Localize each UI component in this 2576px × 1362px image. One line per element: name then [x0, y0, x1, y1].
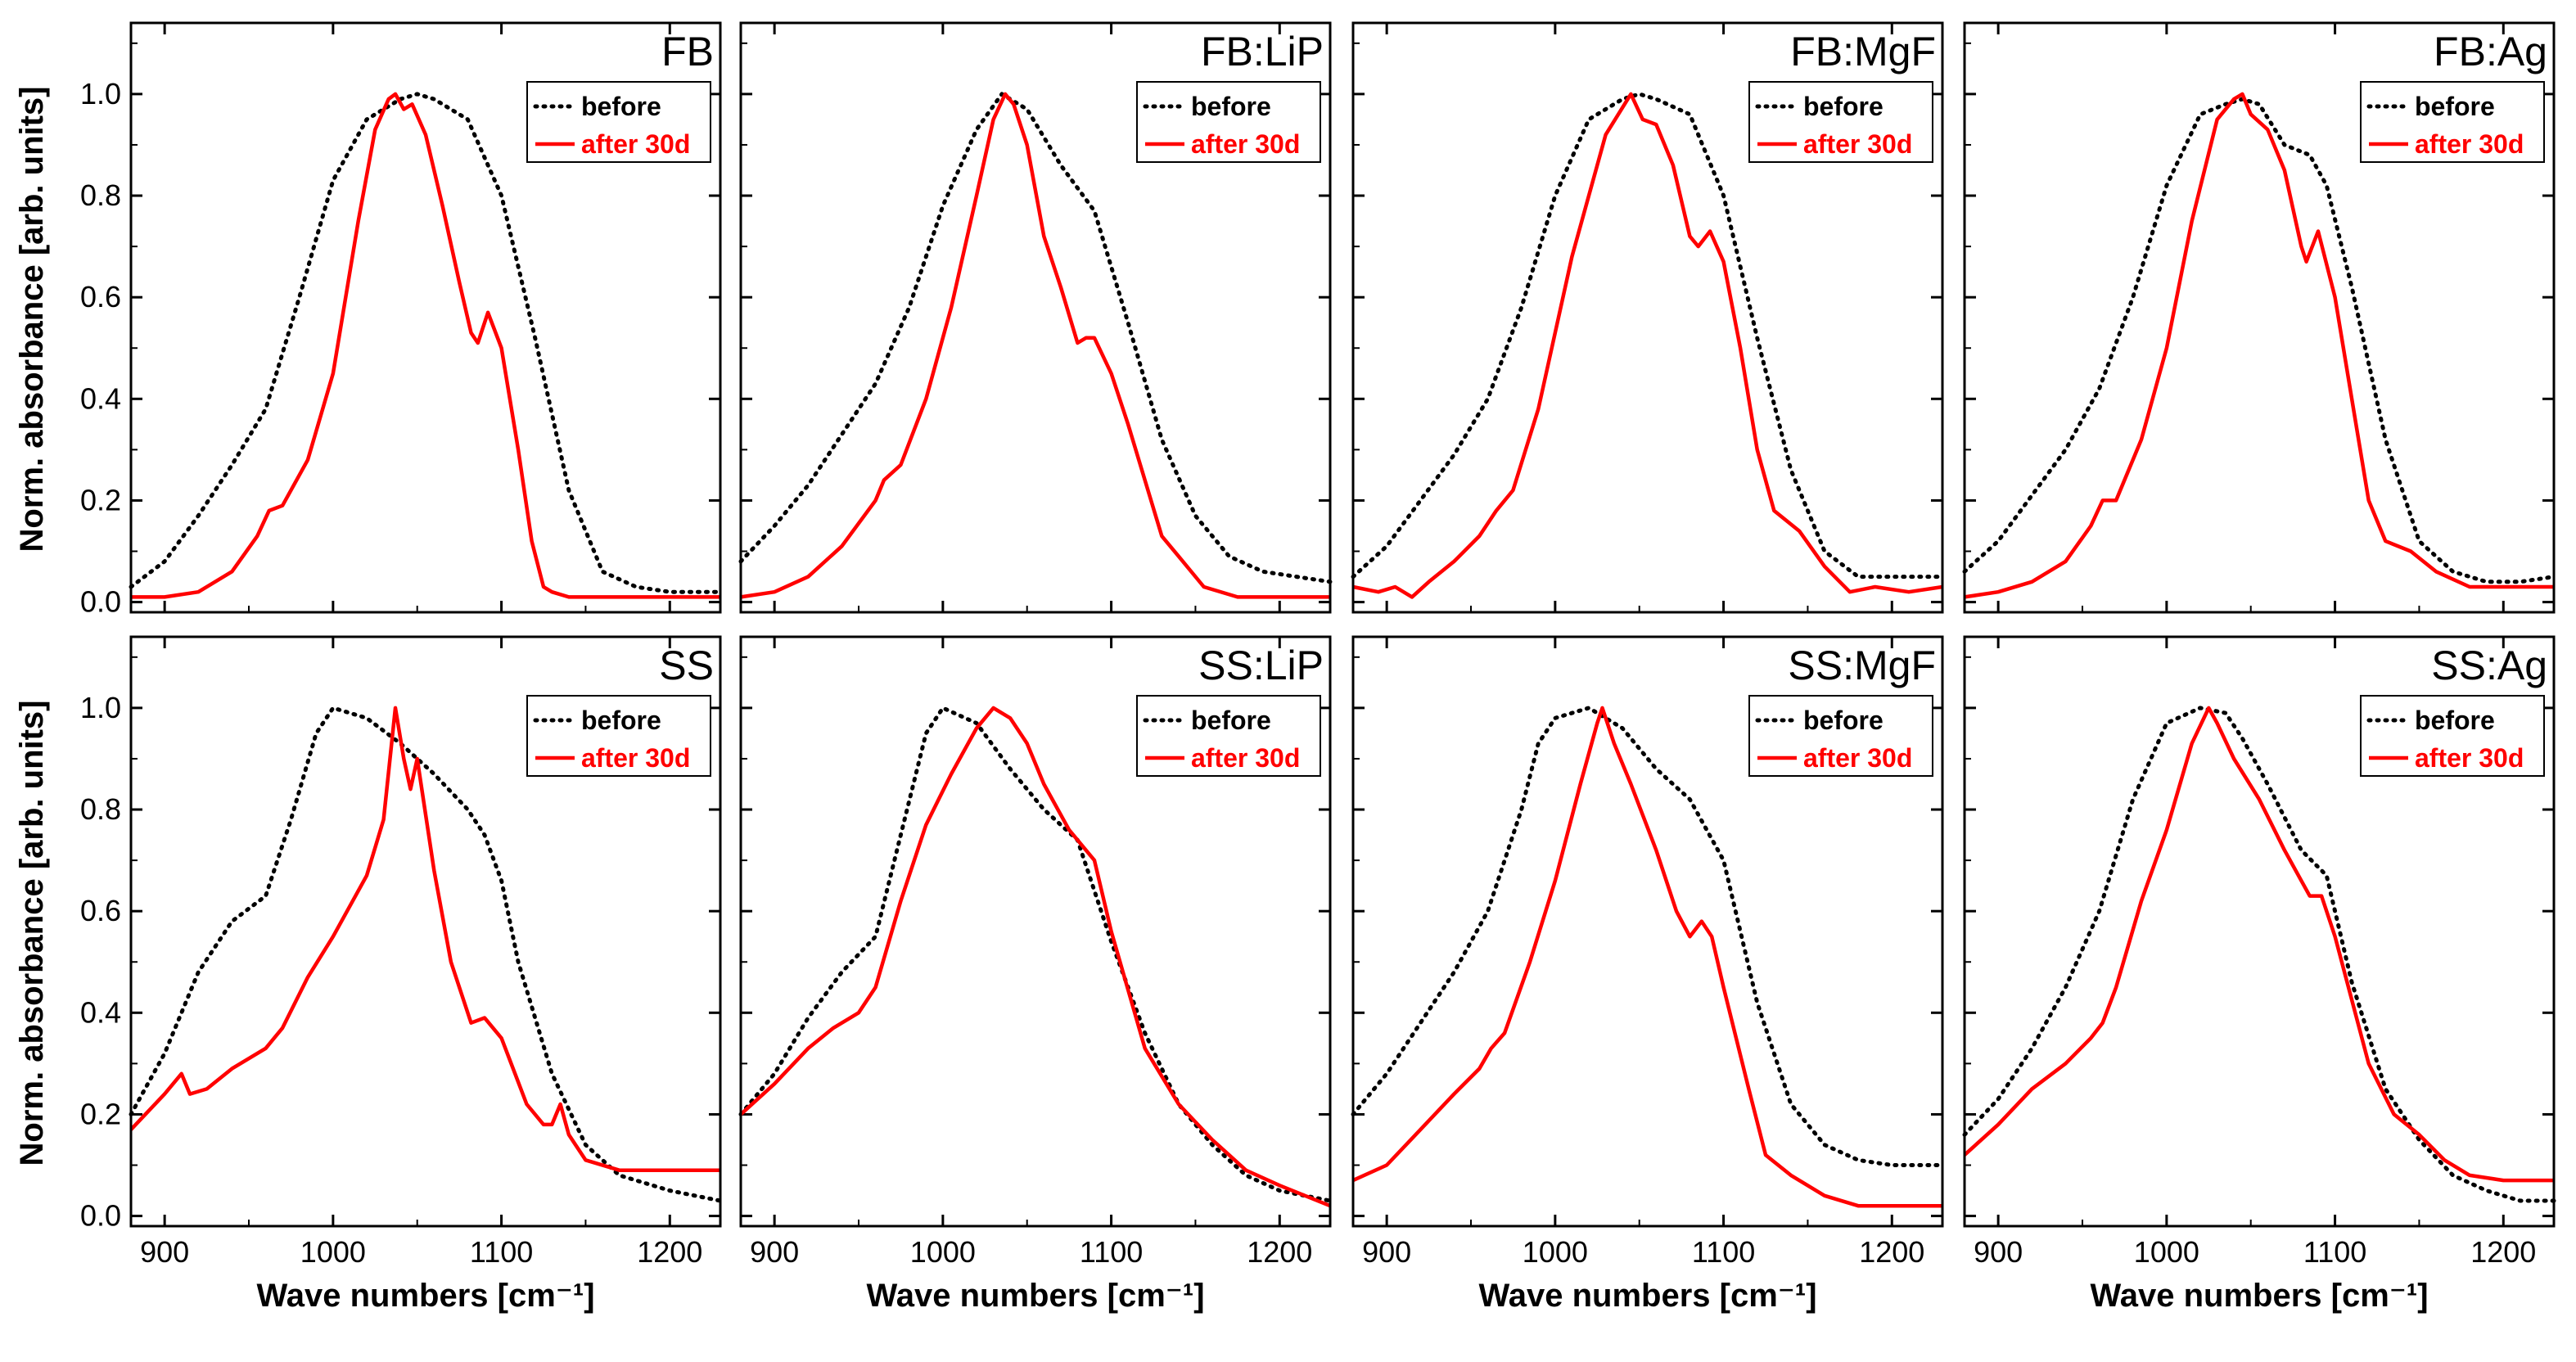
plot-frame	[1351, 21, 1944, 614]
y-axis-label-bottom: Norm. absorbance [arb. units]	[14, 701, 50, 1166]
legend-box	[526, 695, 711, 777]
legend-label: after 30d	[581, 743, 690, 773]
x-tick-label: 900	[140, 1235, 189, 1269]
x-tick-label: 900	[750, 1235, 799, 1269]
plot-frame	[129, 21, 722, 614]
series-line-before	[738, 92, 1333, 584]
legend-label: before	[1803, 706, 1884, 735]
plot-frame	[1963, 635, 2556, 1228]
plot-frame	[1351, 635, 1944, 1228]
x-tick-label: 1200	[1247, 1235, 1312, 1269]
y-tick-label: 0.2	[80, 483, 121, 516]
legend-label: after 30d	[1803, 743, 1912, 773]
panel-title: FB	[661, 29, 714, 74]
legend-box	[526, 81, 711, 163]
y-tick-label: 0.8	[80, 178, 121, 212]
x-tick-label: 900	[1974, 1235, 2023, 1269]
x-tick-label: 1100	[1080, 1235, 1143, 1269]
x-tick-label: 1200	[2470, 1235, 2536, 1269]
legend-label: after 30d	[2415, 743, 2524, 773]
series-line-before	[1962, 706, 2556, 1203]
series-line-after-30d	[1352, 92, 1943, 599]
panel-title: FB:Ag	[2434, 29, 2547, 74]
legend-box	[2360, 81, 2545, 163]
panel-title: SS:MgF	[1788, 643, 1936, 688]
y-tick-label: 0.6	[80, 280, 121, 313]
legend-box	[1136, 695, 1321, 777]
y-tick-label: 0.0	[80, 585, 121, 619]
legend-label: before	[2415, 706, 2495, 735]
y-axis-label-top: Norm. absorbance [arb. units]	[14, 87, 50, 552]
series-line-before	[1962, 97, 2556, 584]
series-line-after-30d	[129, 706, 720, 1172]
panel-fb-mgf: FB:MgF before after 30d	[1351, 21, 1945, 614]
x-tick-label: 900	[1362, 1235, 1411, 1269]
legend-box	[1748, 81, 1933, 163]
y-tick-label: 0.4	[80, 995, 121, 1029]
y-tick-label: 0.4	[80, 381, 121, 415]
series-line-before	[1351, 92, 1945, 580]
series-line-after-30d	[1963, 706, 2554, 1183]
x-tick-label: 1000	[1523, 1235, 1588, 1269]
y-tick-label: 1.0	[80, 691, 121, 724]
legend-box	[1136, 81, 1321, 163]
x-axis-label: Wave numbers [cm⁻¹]	[1478, 1278, 1816, 1314]
x-tick-label: 1200	[637, 1235, 702, 1269]
series-line-before	[738, 706, 1333, 1203]
panel-fb-lip: FB:LiP before after 30d	[738, 21, 1333, 614]
plot-frame	[1963, 21, 2556, 614]
legend-box	[1748, 695, 1933, 777]
x-tick-label: 1100	[2303, 1235, 2366, 1269]
x-tick-label: 1200	[1859, 1235, 1924, 1269]
series-line-after-30d	[739, 706, 1331, 1208]
legend-label: after 30d	[581, 129, 690, 159]
panel-title: SS:LiP	[1198, 643, 1324, 688]
x-axis-label: Wave numbers [cm⁻¹]	[256, 1278, 594, 1314]
x-axis-label: Wave numbers [cm⁻¹]	[2090, 1278, 2428, 1314]
legend-label: before	[581, 92, 661, 121]
x-tick-label: 1000	[910, 1235, 976, 1269]
y-tick-label: 0.6	[80, 894, 121, 927]
panel-ss-mgf: 900 1000 1100 1200 SS:MgF before after 30d Wave…	[1351, 635, 1945, 1314]
y-tick-label: 1.0	[80, 77, 121, 110]
series-line-before	[129, 92, 723, 594]
x-tick-label: 1100	[470, 1235, 533, 1269]
legend-label: before	[1803, 92, 1884, 121]
series-line-after-30d	[1352, 706, 1942, 1208]
legend-label: after 30d	[2415, 129, 2524, 159]
panel-title: SS	[659, 643, 714, 688]
panel-ss-lip: 900 1000 1100 1200 SS:LiP before after 30d Wave…	[738, 635, 1333, 1314]
panel-title: FB:MgF	[1790, 29, 1936, 74]
legend-label: before	[1191, 706, 1271, 735]
legend-label: after 30d	[1191, 743, 1300, 773]
panel-title: SS:Ag	[2431, 643, 2547, 688]
panel-ss: 900 1000 1100 1200 0.0 0.2 0.4 0.6 0.8 1.0 SS befor…	[80, 635, 723, 1314]
legend-label: before	[1191, 92, 1271, 121]
x-tick-label: 1100	[1692, 1235, 1755, 1269]
legend-label: after 30d	[1803, 129, 1912, 159]
series-line-before	[1351, 706, 1945, 1167]
panel-ss-ag: 900 1000 1100 1200 SS:Ag before after 30d Wave …	[1962, 635, 2556, 1314]
plot-frame	[739, 635, 1332, 1228]
x-tick-label: 1000	[300, 1235, 366, 1269]
x-axis-label: Wave numbers [cm⁻¹]	[866, 1278, 1204, 1314]
series-line-after-30d	[1964, 92, 2554, 599]
series-line-after-30d	[131, 92, 720, 599]
y-tick-label: 0.0	[80, 1199, 121, 1233]
y-tick-label: 0.2	[80, 1097, 121, 1130]
x-tick-label: 1000	[2134, 1235, 2199, 1269]
series-line-after-30d	[740, 92, 1330, 599]
plot-frame	[129, 635, 722, 1228]
legend-label: before	[581, 706, 661, 735]
y-tick-label: 0.8	[80, 792, 121, 826]
legend-label: before	[2415, 92, 2495, 121]
plot-frame	[739, 21, 1332, 614]
legend-label: after 30d	[1191, 129, 1300, 159]
panel-title: FB:LiP	[1201, 29, 1324, 74]
panel-fb-ag: FB:Ag before after 30d	[1962, 21, 2556, 614]
legend-box	[2360, 695, 2545, 777]
